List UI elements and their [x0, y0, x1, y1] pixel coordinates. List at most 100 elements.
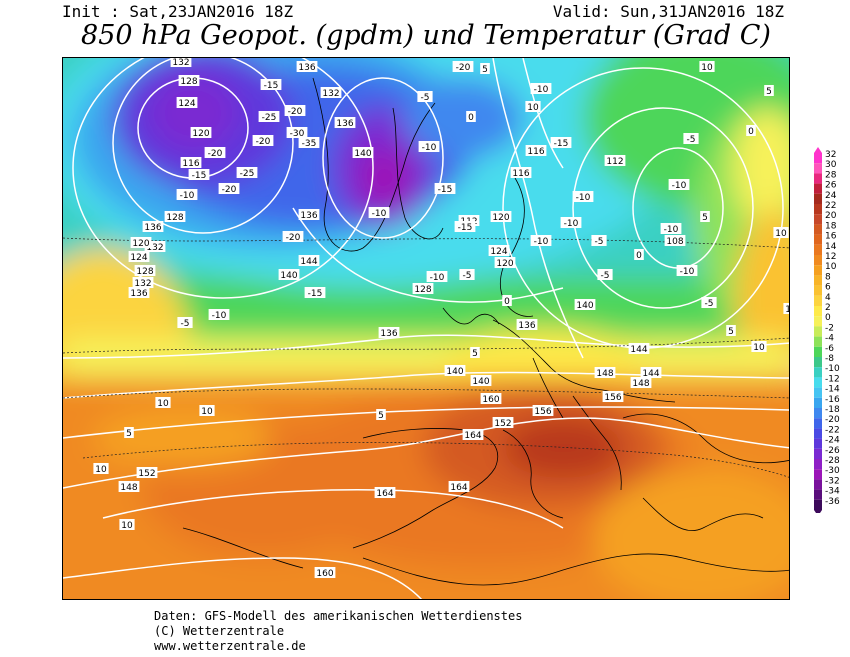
- geopotential-label-bg: [664, 235, 686, 246]
- temperature-label: -10: [564, 219, 579, 229]
- geopotential-label-bg: [525, 145, 547, 156]
- geopotential-label-bg: [470, 375, 492, 386]
- geopotential-label: 140: [446, 367, 463, 377]
- temperature-label-bg: [502, 295, 512, 306]
- temperature-label-bg: [368, 207, 390, 218]
- temperature-label: -20: [286, 233, 301, 243]
- geopotential-label: 120: [496, 259, 513, 269]
- geopotential-label: 124: [130, 253, 147, 263]
- legend-level-label: -28: [825, 456, 840, 466]
- temperature-label-bg: [454, 221, 476, 232]
- geopotential-label-bg: [190, 127, 212, 138]
- temperature-label-bg: [236, 167, 258, 178]
- geopotential-label: 164: [464, 431, 481, 441]
- temperature-label-bg: [304, 287, 326, 298]
- legend-level-label: 10: [825, 262, 837, 272]
- legend-swatch: [814, 387, 822, 398]
- geopotential-label-bg: [176, 97, 198, 108]
- temperature-label: 10: [95, 465, 107, 475]
- temperature-label: 0: [748, 127, 754, 137]
- legend-swatch: [814, 377, 822, 388]
- geopotential-label: 148: [120, 483, 137, 493]
- temperature-label-bg: [376, 409, 386, 420]
- temperature-label: -5: [421, 93, 430, 103]
- geopotential-label: 164: [376, 489, 393, 499]
- temperature-label-bg: [530, 83, 552, 94]
- temperature-label-bg: [204, 147, 226, 158]
- legend-swatch: [814, 499, 822, 510]
- legend-swatch: [814, 418, 822, 429]
- geopotential-label-bg: [594, 367, 616, 378]
- geopotential-label-bg: [602, 391, 624, 402]
- legend-level-label: -4: [825, 334, 834, 344]
- legend-swatch: [814, 234, 822, 245]
- legend-level-label: 24: [825, 191, 837, 201]
- geopotential-label-bg: [488, 245, 510, 256]
- temperature-label-bg: [701, 297, 717, 308]
- geopotential-label: 136: [518, 321, 535, 331]
- geopotential-label-bg: [334, 117, 356, 128]
- temperature-label: -35: [302, 139, 317, 149]
- geopotential-label-bg: [458, 215, 480, 226]
- legend-swatch: [814, 244, 822, 255]
- temperature-label-bg: [783, 303, 789, 314]
- legend-level-label: -16: [825, 395, 840, 405]
- temperature-label: 5: [482, 65, 488, 75]
- temperature-label: -20: [256, 137, 271, 147]
- geopotential-label-bg: [142, 221, 164, 232]
- geopotential-label: 132: [134, 279, 151, 289]
- temperature-label-bg: [417, 91, 433, 102]
- temperature-label: 5: [472, 349, 478, 359]
- legend-swatch: [814, 193, 822, 204]
- geopotential-label-bg: [516, 319, 538, 330]
- geopotential-label-bg: [444, 365, 466, 376]
- legend-swatch: [814, 408, 822, 419]
- data-source: Daten: GFS-Modell des amerikanischen Wet…: [154, 609, 523, 623]
- geopotential-label-bg: [352, 147, 374, 158]
- geopotential-label-bg: [180, 157, 202, 168]
- legend-level-label: 22: [825, 201, 836, 211]
- temperature-label: 10: [157, 399, 169, 409]
- temperature-label: -30: [290, 129, 305, 139]
- geopotential-label: 128: [180, 77, 197, 87]
- temperature-label: 5: [766, 87, 772, 97]
- geopotential-label: 116: [182, 159, 199, 169]
- geopotential-label: 132: [146, 243, 163, 253]
- geopotential-label: 136: [298, 63, 315, 73]
- legend-level-label: -30: [825, 466, 840, 476]
- legend-swatch: [814, 173, 822, 184]
- geopotential-label-bg: [132, 277, 154, 288]
- temperature-label: 5: [728, 327, 734, 337]
- legend-level-label: -8: [825, 354, 834, 364]
- temperature-label-bg: [93, 463, 109, 474]
- temperature-label: -15: [308, 289, 323, 299]
- temperature-label: -5: [601, 271, 610, 281]
- temperature-label-bg: [434, 183, 456, 194]
- legend-level-label: -36: [825, 497, 840, 507]
- temperature-label-bg: [572, 191, 594, 202]
- temperature-label-bg: [199, 405, 215, 416]
- legend-level-label: 32: [825, 150, 836, 160]
- legend-level-label: 4: [825, 293, 831, 303]
- temperature-label: -10: [576, 193, 591, 203]
- temperature-label: -5: [181, 319, 190, 329]
- geopotential-label: 136: [130, 289, 147, 299]
- geopotential-label-bg: [298, 255, 320, 266]
- temperature-label-bg: [218, 183, 240, 194]
- temperature-label: 5: [378, 411, 384, 421]
- temperature-label-bg: [286, 127, 308, 138]
- geopotential-label: 120: [492, 213, 509, 223]
- temperature-label-bg: [284, 105, 306, 116]
- geopotential-label: 148: [596, 369, 613, 379]
- legend-level-label: 18: [825, 221, 837, 231]
- temperature-label-bg: [480, 63, 490, 74]
- valid-time: Valid: Sun,31JAN2016 18Z: [552, 2, 784, 21]
- legend-level-label: 14: [825, 242, 837, 252]
- temperature-label-bg: [699, 61, 715, 72]
- geopotential-label: 164: [450, 483, 467, 493]
- temperature-label-bg: [124, 427, 134, 438]
- geopotential-label: 124: [178, 99, 195, 109]
- geopotential-label-bg: [494, 257, 516, 268]
- geopotential-label-bg: [164, 211, 186, 222]
- temperature-label: -15: [264, 81, 279, 91]
